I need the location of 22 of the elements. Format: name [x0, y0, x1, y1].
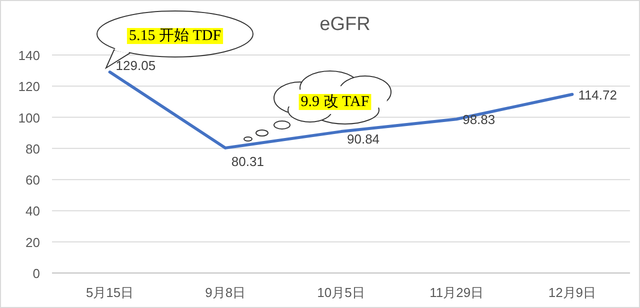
x-tick-label: 10月5日 — [317, 285, 365, 300]
y-tick-label: 120 — [18, 79, 40, 94]
data-label: 98.83 — [462, 112, 496, 128]
data-label: 129.05 — [116, 58, 156, 74]
x-tick-label: 5月15日 — [86, 285, 134, 300]
chart-title: eGFR — [320, 14, 370, 35]
line-series — [108, 70, 574, 150]
y-tick-label: 40 — [26, 204, 40, 219]
data-label: 114.72 — [578, 87, 617, 102]
y-tick-label: 20 — [26, 234, 40, 250]
x-tick-label: 9月8日 — [205, 285, 246, 300]
x-tick-label: 12月9日 — [548, 285, 596, 300]
text: 5.15 开始 TDF — [128, 28, 222, 44]
y-tick-label: 100 — [18, 110, 40, 126]
x-tick-label: 11月29日 — [430, 285, 484, 300]
y-tick-label: 60 — [26, 172, 40, 188]
annotation: 9.9 改 TAF — [300, 94, 370, 110]
y-tick-label: 140 — [18, 48, 40, 63]
data-label: 90.84 — [347, 132, 380, 147]
data-label: 80.31 — [231, 154, 264, 169]
y-tick-label: 80 — [26, 141, 40, 156]
y-tick-label: 0 — [32, 266, 40, 281]
